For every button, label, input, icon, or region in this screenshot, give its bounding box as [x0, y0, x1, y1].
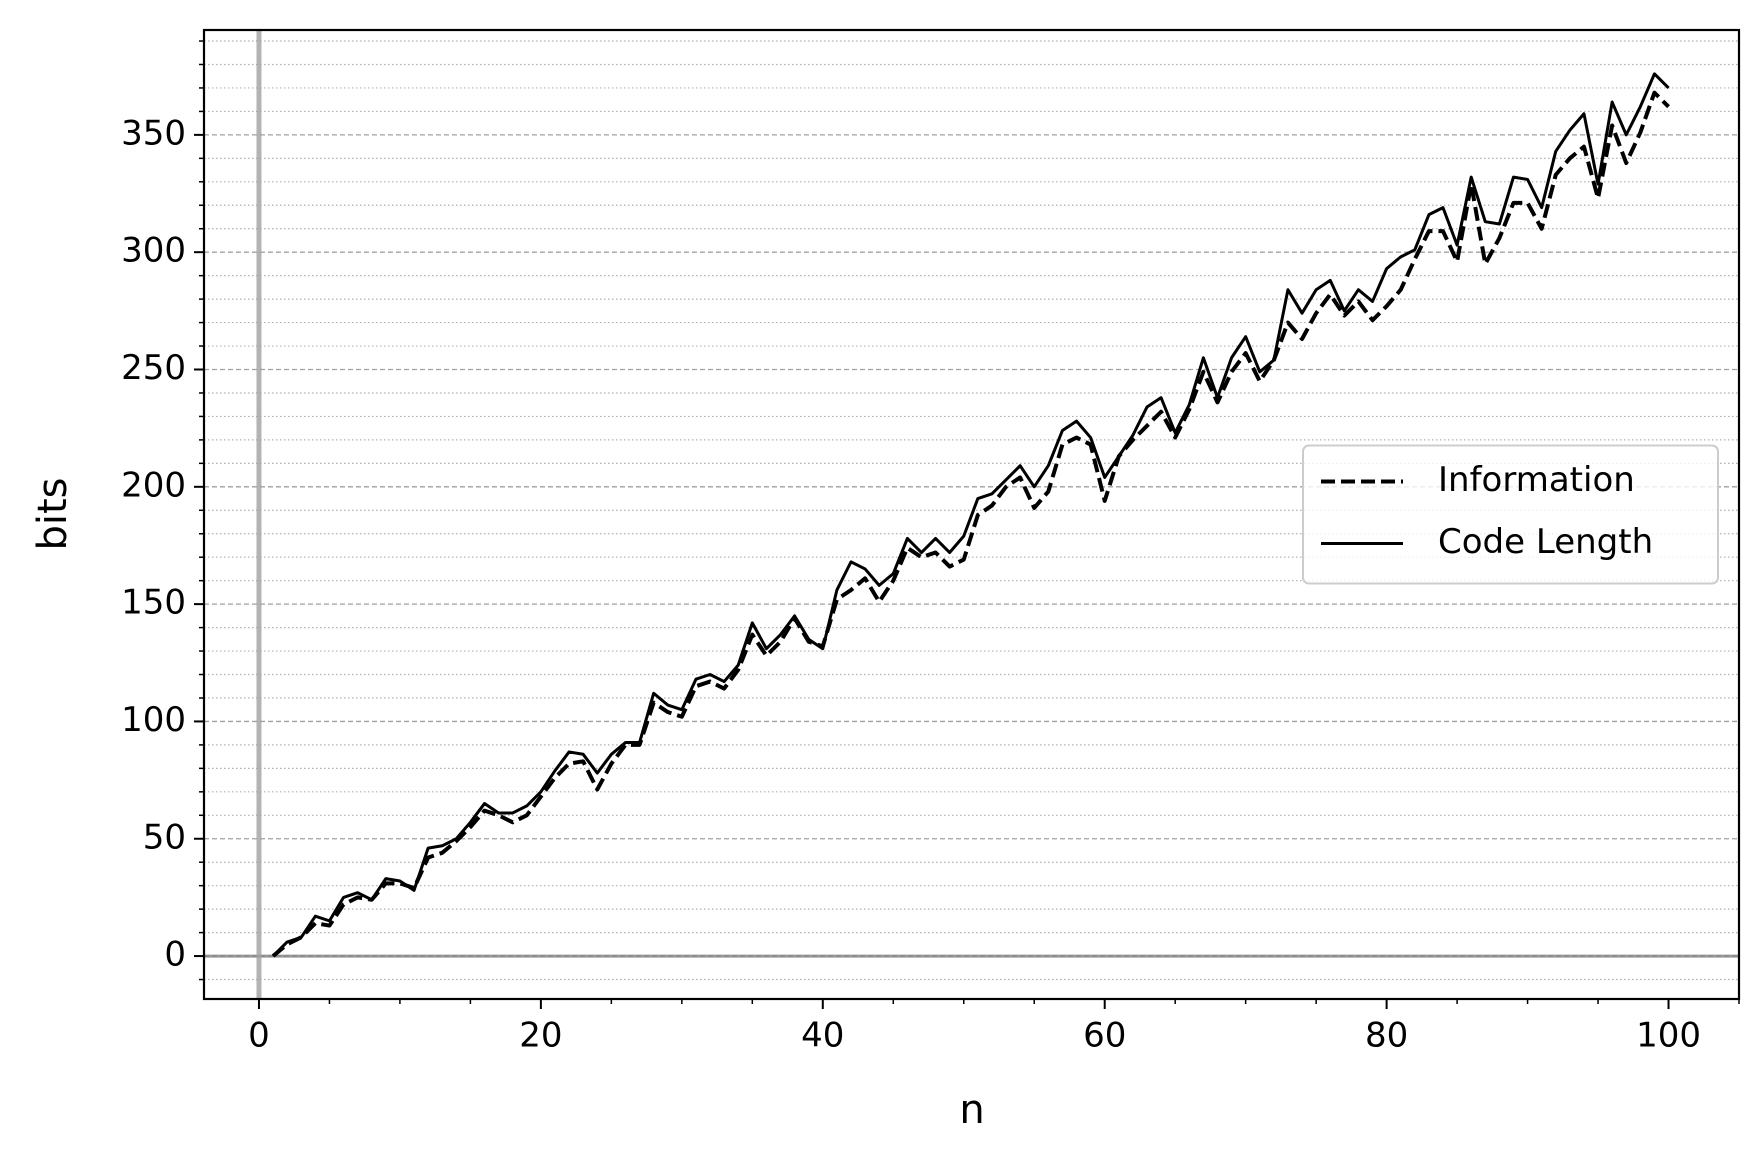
legend-label: Code Length [1438, 522, 1653, 562]
x-tick-label: 0 [248, 1016, 270, 1056]
y-tick-label: 300 [121, 231, 186, 271]
legend-box [1302, 444, 1719, 585]
x-tick-label: 20 [519, 1016, 562, 1056]
line-series [271, 90, 1670, 958]
x-tick-label: 40 [801, 1016, 844, 1056]
y-tick-label: 0 [164, 935, 186, 975]
y-axis-label: bits [30, 477, 76, 550]
y-tick-label: 100 [121, 700, 186, 740]
plot-frame [202, 28, 1741, 1001]
x-tick-label: 100 [1636, 1016, 1701, 1056]
x-tick-label: 60 [1083, 1016, 1126, 1056]
x-axis-label: n [959, 1087, 984, 1133]
legend: Information Code Length [1302, 444, 1719, 585]
x-tick-label: 80 [1365, 1016, 1408, 1056]
y-tick-label: 50 [143, 817, 186, 857]
legend-label: Information [1438, 460, 1635, 500]
y-tick-label: 150 [121, 583, 186, 623]
y-tick-label: 200 [121, 465, 186, 505]
y-tick-label: 250 [121, 348, 186, 388]
y-tick-label: 350 [121, 113, 186, 153]
line-series [272, 72, 1670, 958]
